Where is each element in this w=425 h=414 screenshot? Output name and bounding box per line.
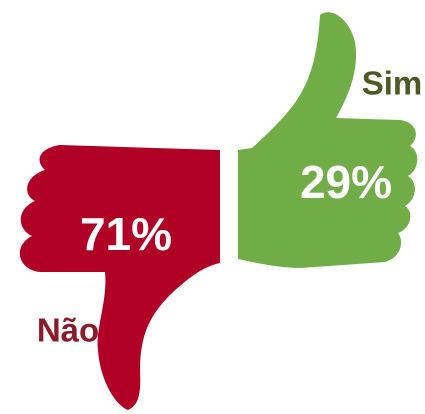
category-label: Sim: [362, 65, 423, 102]
page: Sim Não 29% 71% (() => { const data = JS…: [0, 0, 425, 414]
category-label: Não: [37, 312, 99, 349]
thumb-down: [20, 145, 220, 410]
value-label: 71%: [80, 208, 172, 260]
thumb-up: [238, 12, 417, 268]
value-label: 29%: [300, 156, 392, 208]
chart: Sim Não 29% 71%: [0, 0, 425, 414]
